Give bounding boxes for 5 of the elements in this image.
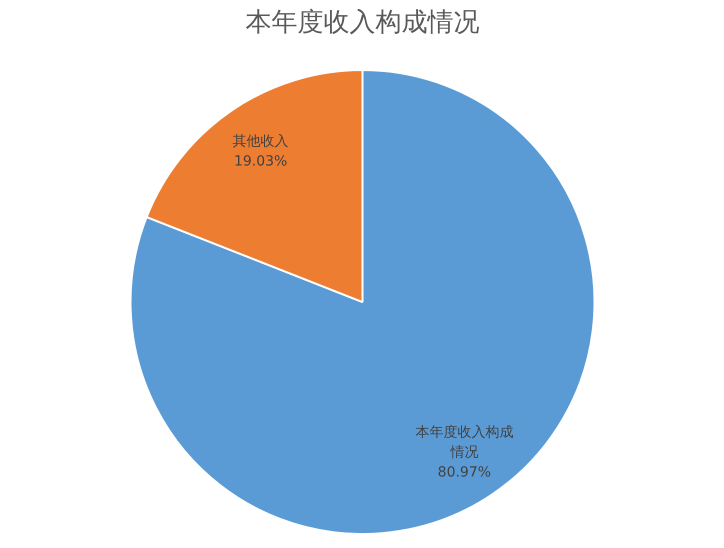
data-label: 19.03% bbox=[234, 154, 288, 170]
slice-label: 本年度收入构成情况 bbox=[415, 424, 514, 461]
slice-label: 其他收入 bbox=[232, 134, 289, 150]
slice-label: 本年度收入构成情况 bbox=[246, 8, 480, 38]
data-label: 80.97% bbox=[438, 464, 492, 481]
